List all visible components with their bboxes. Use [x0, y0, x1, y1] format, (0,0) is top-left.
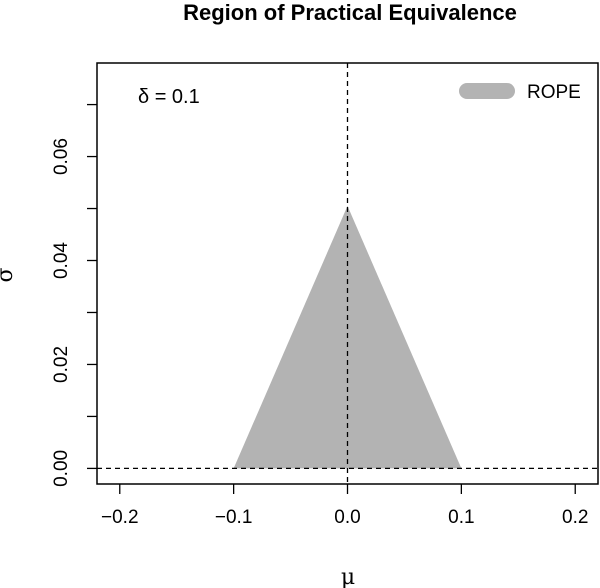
y-tick-label: 0.02: [51, 346, 72, 383]
delta-annotation: δ = 0.1: [138, 86, 200, 108]
x-axis: −0.2 −0.1 0.0 0.1 0.2: [101, 484, 588, 528]
legend-label-rope: ROPE: [527, 82, 581, 103]
y-axis-label: σ: [0, 267, 18, 282]
x-tick-label: 0.1: [448, 507, 474, 528]
x-tick-label: −0.1: [215, 507, 253, 528]
reference-lines: [97, 63, 598, 484]
y-tick-label: 0.04: [51, 242, 72, 279]
y-tick-label: 0.00: [51, 450, 72, 487]
legend: ROPE: [459, 82, 581, 103]
y-axis: 0.00 0.02 0.04 0.06: [51, 103, 97, 487]
chart-title: Region of Practical Equivalence: [183, 0, 517, 25]
y-tick-label: 0.06: [51, 138, 72, 175]
x-axis-label: μ: [341, 565, 355, 588]
x-tick-label: 0.2: [562, 507, 588, 528]
x-tick-label: 0.0: [334, 507, 360, 528]
x-tick-label: −0.2: [101, 507, 139, 528]
